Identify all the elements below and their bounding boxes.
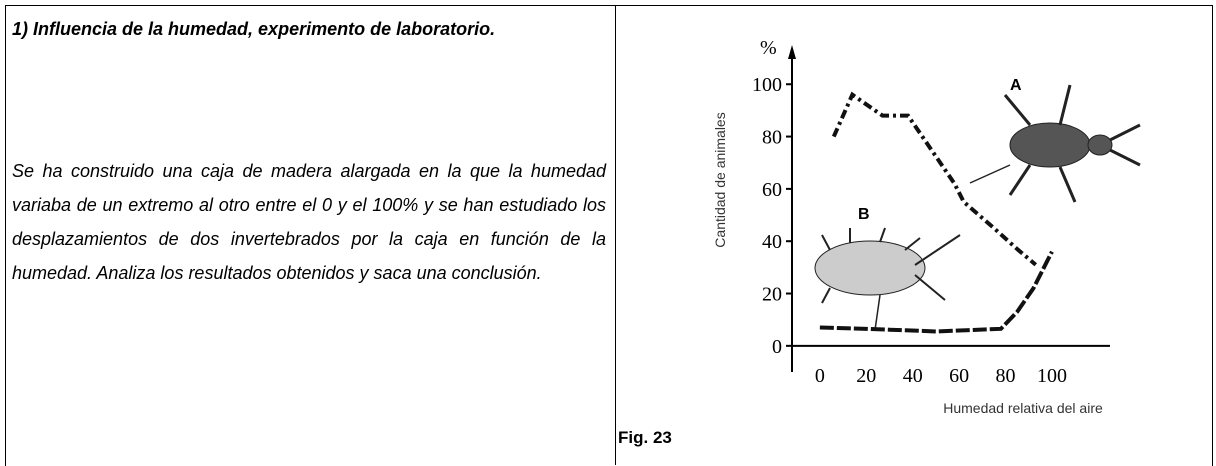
y-tick-label: 100	[752, 74, 782, 96]
insect-b	[814, 227, 961, 331]
x-tick-label: 60	[949, 365, 969, 387]
series-label: A	[1010, 77, 1022, 94]
x-tick-label: 0	[815, 365, 825, 387]
insect-a	[969, 84, 1141, 203]
y-axis-arrow	[788, 45, 796, 59]
y-tick-label: 20	[762, 284, 782, 306]
series-label: B	[858, 206, 870, 223]
y-tick-label: 0	[772, 336, 782, 358]
chart: % 0 20 40 60 80 100 0 20 40 60 80 100 Cantidad de ani…	[712, 37, 1141, 416]
data-line	[831, 91, 1038, 267]
table-border	[5, 5, 1213, 466]
caption: Fig. 23	[618, 428, 672, 447]
x-tick-label: 20	[856, 365, 876, 387]
y-tick-label: 60	[762, 179, 782, 201]
title: 1) Influencia de la humedad, experimento…	[12, 19, 496, 39]
y-unit: %	[760, 37, 777, 59]
page: 1) Influencia de la humedad, experimento…	[5, 5, 1213, 466]
x-tick-label: 40	[903, 365, 923, 387]
y-axis-label: Cantidad de animales	[712, 112, 728, 247]
y-tick-label: 40	[762, 231, 782, 253]
paragraph: Se ha construido una caja de madera alar…	[12, 161, 606, 283]
x-tick-label: 80	[996, 365, 1016, 387]
x-tick-label: 100	[1037, 365, 1067, 387]
data-line	[819, 250, 1054, 334]
cell-divider	[615, 5, 616, 465]
y-tick-label: 80	[762, 127, 782, 149]
x-axis-label: Humedad relativa del aire	[943, 400, 1103, 416]
